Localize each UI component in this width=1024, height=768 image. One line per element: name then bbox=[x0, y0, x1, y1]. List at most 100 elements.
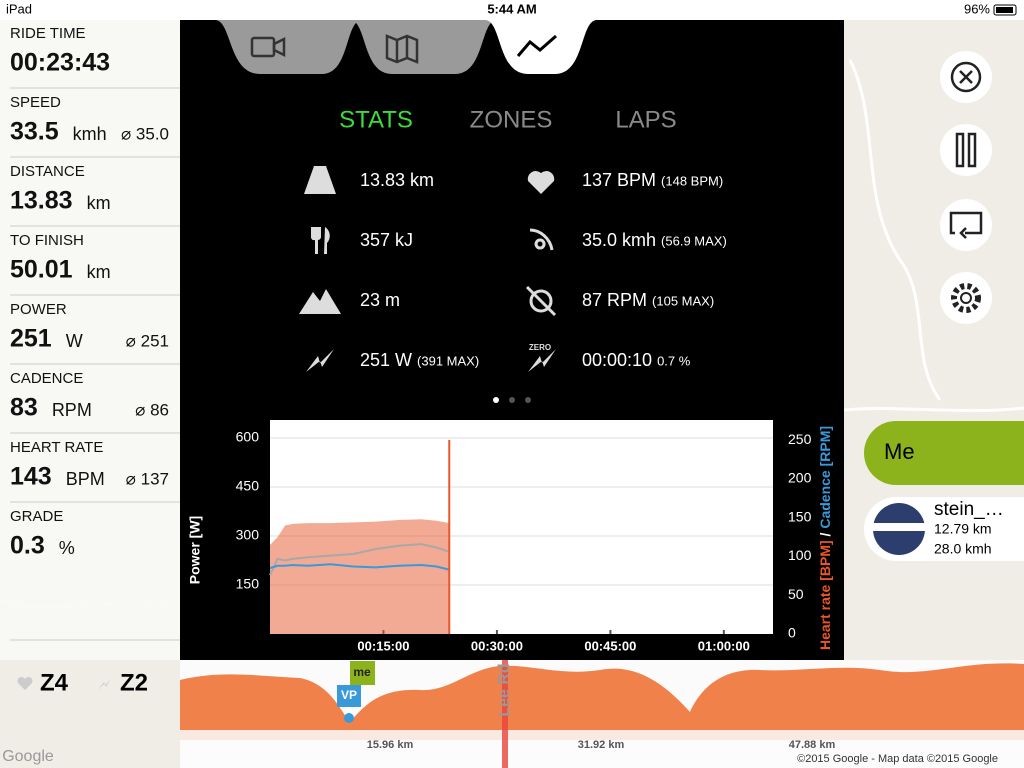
settings-icon-core bbox=[960, 292, 972, 304]
rider-speed: 28.0 kmh bbox=[934, 541, 992, 557]
tab[interactable]: LAPS bbox=[615, 106, 676, 133]
rider-distance: 12.79 km bbox=[934, 521, 992, 537]
y2-label-part: Cadence [RPM] bbox=[817, 426, 833, 529]
metric-unit: km bbox=[87, 193, 111, 213]
map-logo: Google bbox=[2, 748, 54, 765]
metric-label: POWER bbox=[10, 301, 67, 318]
metric-label: SPEED bbox=[10, 94, 61, 111]
metric-value: 00:23:43 bbox=[10, 49, 110, 77]
area bbox=[270, 519, 450, 634]
rider-name: Me bbox=[884, 439, 915, 464]
food-icon bbox=[310, 227, 330, 254]
rider-avatar-flag bbox=[873, 523, 925, 531]
metric-average: ⌀ 137 bbox=[126, 469, 169, 488]
device-name: iPad bbox=[6, 1, 32, 16]
stat-value: 35.0 kmh bbox=[582, 230, 656, 250]
elevation-profile bbox=[180, 663, 1024, 740]
map-tab[interactable] bbox=[350, 20, 497, 74]
metric-unit: W bbox=[66, 331, 83, 351]
line bbox=[269, 543, 450, 576]
rider-me[interactable] bbox=[864, 421, 1024, 485]
chart-tab[interactable] bbox=[485, 20, 597, 74]
mountain-icon bbox=[299, 289, 341, 314]
marker-label: VP bbox=[341, 688, 357, 702]
metric-label: CADENCE bbox=[10, 370, 83, 387]
profile-fade bbox=[180, 730, 1024, 768]
metric-average: ⌀ 251 bbox=[126, 331, 169, 350]
heart-stat-icon bbox=[527, 171, 555, 194]
metric-unit: km bbox=[87, 262, 111, 282]
road-label: Lee Rd bbox=[496, 663, 513, 716]
battery-icon bbox=[993, 4, 1017, 16]
screen-button[interactable] bbox=[940, 199, 992, 251]
battery-level: 96% bbox=[964, 1, 990, 16]
stat-value: 357 kJ bbox=[360, 230, 413, 250]
y-tick-label: 450 bbox=[236, 478, 260, 494]
stat-icons bbox=[299, 166, 557, 372]
map-icon bbox=[385, 34, 419, 64]
power-icon bbox=[98, 678, 111, 690]
y2-tick-label: 100 bbox=[788, 547, 812, 563]
x-tick-label: 00:15:00 bbox=[357, 638, 409, 653]
stat-detail: (391 MAX) bbox=[417, 353, 479, 368]
line bbox=[269, 563, 450, 571]
settings-icon bbox=[951, 283, 981, 313]
page-dot[interactable] bbox=[525, 397, 531, 403]
settings-button[interactable] bbox=[940, 272, 992, 324]
status-bar bbox=[0, 0, 1024, 20]
stat-detail: 0.7 % bbox=[657, 353, 691, 368]
metric-unit: kmh bbox=[73, 124, 107, 144]
y-axis-label: Power [W] bbox=[187, 516, 203, 584]
metric-value: 143 bbox=[10, 463, 52, 491]
stat-value: 23 m bbox=[360, 290, 400, 310]
stat-value: 87 RPM bbox=[582, 290, 647, 310]
marker-vp[interactable] bbox=[337, 685, 361, 707]
marker-dot bbox=[344, 713, 354, 723]
metrics-list: RIDE TIME 00:23:43 SPEED 33.5 kmh ⌀ 35.0 DISTA… bbox=[10, 25, 180, 560]
metric-value: 13.83 bbox=[10, 187, 73, 215]
metric-value: 33.5 bbox=[10, 118, 59, 146]
marker-me[interactable] bbox=[350, 661, 375, 685]
distance-tick: 15.96 km bbox=[367, 739, 414, 751]
zero-icon bbox=[528, 349, 556, 372]
y2-tick-label: 0 bbox=[788, 625, 796, 641]
page-dot[interactable] bbox=[509, 397, 515, 403]
x-tick-label: 00:30:00 bbox=[471, 638, 523, 653]
metric-unit: % bbox=[59, 538, 75, 558]
stat-detail: (56.9 MAX) bbox=[661, 233, 727, 248]
screen-icon bbox=[949, 211, 983, 239]
tab-bar: STATS ZONES LAPS bbox=[339, 106, 677, 133]
metric-label: HEART RATE bbox=[10, 439, 103, 456]
power-stat-icon bbox=[306, 349, 334, 372]
y2-axis-label: Heart rate [BPM] / Cadence [RPM] bbox=[817, 426, 833, 650]
stats-grid: 13.83 km 137 BPM (148 BPM) 357 kJ 35.0 kmh (5… bbox=[360, 170, 727, 370]
metric-value: 50.01 bbox=[10, 256, 73, 284]
metric-value: 83 bbox=[10, 394, 38, 422]
metric-average: ⌀ 35.0 bbox=[121, 124, 169, 143]
metric-unit: BPM bbox=[66, 469, 105, 489]
cadence-icon bbox=[529, 289, 553, 313]
stat-detail: (148 BPM) bbox=[661, 173, 723, 188]
pause-button[interactable] bbox=[940, 124, 992, 176]
y-tick-label: 300 bbox=[236, 527, 260, 543]
video-tab[interactable] bbox=[215, 20, 362, 74]
close-icon-x bbox=[959, 70, 973, 84]
map-attribution: ©2015 Google - Map data ©2015 Google bbox=[797, 753, 998, 765]
close-icon bbox=[950, 61, 982, 93]
page-dot-active[interactable] bbox=[493, 397, 499, 403]
heart-icon bbox=[17, 676, 33, 690]
rider-name: stein_… bbox=[934, 499, 1004, 520]
tab[interactable]: STATS bbox=[339, 106, 413, 133]
heart-zone: Z4 bbox=[40, 669, 69, 696]
metric-label: RIDE TIME bbox=[10, 25, 86, 42]
y2-tick-label: 250 bbox=[788, 431, 812, 447]
chart-icon bbox=[516, 34, 557, 57]
y2-tick-label: 150 bbox=[788, 508, 812, 524]
stat-value: 13.83 km bbox=[360, 170, 434, 190]
stat-value: 251 W bbox=[360, 350, 412, 370]
metrics-panel bbox=[0, 20, 180, 660]
tab[interactable]: ZONES bbox=[470, 106, 553, 133]
cadence-icon-crank bbox=[525, 285, 557, 317]
battery-fill bbox=[996, 7, 1013, 13]
